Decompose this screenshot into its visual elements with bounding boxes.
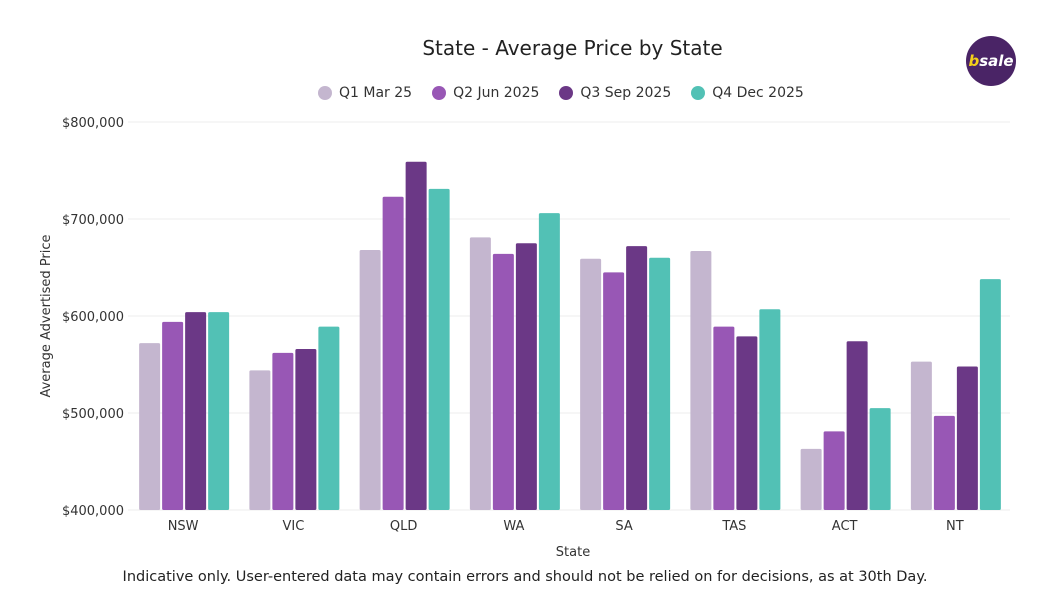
x-tick-label: WA (503, 519, 524, 534)
disclaimer-footer: Indicative only. User-entered data may c… (122, 569, 928, 585)
x-tick-label: NT (946, 519, 964, 534)
bar-tas-3 (736, 336, 758, 510)
legend-swatch (691, 86, 706, 100)
y-tick-label: $800,000 (62, 116, 124, 131)
bar-sa-4 (649, 257, 671, 510)
legend-item[interactable]: Q1 Mar 25 (318, 85, 412, 101)
legend-item[interactable]: Q4 Dec 2025 (691, 85, 804, 101)
bar-tas-1 (690, 251, 712, 510)
bar-wa-1 (469, 237, 491, 510)
bar-nsw-1 (139, 343, 161, 510)
bar-nsw-3 (185, 312, 207, 510)
legend-swatch (559, 86, 574, 100)
legend-label: Q1 Mar 25 (339, 85, 413, 101)
bar-qld-4 (428, 188, 450, 510)
x-axis-label: State (556, 545, 590, 560)
bar-vic-3 (295, 348, 317, 510)
bar-sa-1 (580, 258, 602, 510)
bar-nt-1 (910, 361, 932, 510)
y-tick-label: $400,000 (62, 504, 124, 519)
legend: Q1 Mar 25 Q2 Jun 2025 Q3 Sep 2025 Q4 Dec 20… (318, 85, 804, 101)
y-tick-label: $500,000 (62, 407, 124, 422)
bar-wa-2 (492, 253, 514, 511)
chart-title: State - Average Price by State (422, 36, 723, 60)
bar-wa-3 (515, 243, 537, 510)
legend-label: Q3 Sep 2025 (580, 85, 672, 101)
bar-vic-1 (249, 370, 271, 510)
bar-nt-4 (979, 279, 1001, 510)
bar-nt-2 (933, 415, 955, 510)
bar-act-3 (846, 341, 868, 510)
legend-label: Q2 Jun 2025 (453, 85, 540, 101)
y-axis-label: Average Advertised Price (39, 234, 54, 397)
x-tick-label: QLD (390, 519, 418, 534)
bar-vic-4 (318, 326, 340, 510)
bar-nsw-4 (208, 312, 230, 510)
bar-act-4 (869, 408, 891, 510)
legend-swatch (318, 86, 332, 100)
bar-tas-2 (713, 326, 735, 510)
x-tick-label: TAS (721, 519, 746, 534)
bar-sa-2 (603, 272, 625, 510)
bar-qld-1 (359, 250, 381, 511)
x-tick-label: NSW (168, 519, 199, 534)
legend-item[interactable]: Q2 Jun 2025 (432, 85, 539, 101)
y-tick-label: $600,000 (62, 310, 124, 325)
x-tick-label: SA (615, 519, 632, 534)
x-tick-label: ACT (832, 519, 858, 534)
bar-vic-2 (272, 352, 294, 510)
bar-nsw-2 (162, 321, 184, 510)
bar-sa-3 (626, 246, 648, 510)
bar-nt-3 (956, 366, 978, 510)
legend-swatch (432, 86, 447, 100)
bsale-logo: b sale (966, 36, 1016, 86)
bar-tas-4 (759, 309, 781, 510)
bar-wa-4 (538, 213, 560, 510)
bar-qld-3 (405, 161, 427, 510)
legend-label: Q4 Dec 2025 (712, 85, 804, 101)
bar-act-1 (800, 448, 822, 510)
y-tick-label: $700,000 (62, 213, 124, 228)
legend-item[interactable]: Q3 Sep 2025 (559, 85, 671, 101)
x-tick-label: VIC (282, 519, 304, 534)
bar-act-2 (823, 431, 845, 510)
bar-qld-2 (382, 196, 404, 510)
